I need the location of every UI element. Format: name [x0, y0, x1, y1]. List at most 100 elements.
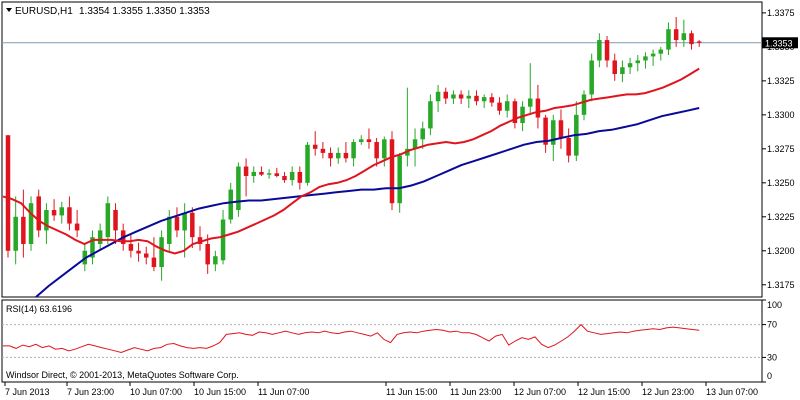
current-price-box — [762, 37, 798, 49]
candle-body — [673, 29, 679, 41]
ma-slow-line — [35, 107, 700, 298]
candle-body — [128, 243, 134, 251]
price-pane[interactable] — [1, 1, 763, 298]
candle-body — [205, 243, 210, 265]
candle-body — [90, 237, 95, 258]
time-axis: 7 Jun 2013 7 Jun 23:00 10 Jun 07:00 10 Jun … — [4, 382, 758, 397]
candle — [289, 166, 295, 186]
candle — [504, 94, 510, 118]
candle — [681, 19, 687, 47]
candle — [5, 135, 11, 258]
candle-body — [143, 253, 149, 258]
candle-body — [74, 223, 80, 231]
candle-body — [474, 95, 479, 102]
candle — [151, 237, 157, 272]
candle — [512, 98, 518, 129]
candle — [36, 189, 41, 238]
candle-body — [612, 60, 617, 75]
candle-body — [243, 166, 249, 177]
time-tick-label: 7 Jun 2013 — [5, 387, 50, 397]
ma-fast-line — [2, 67, 700, 255]
candle — [197, 226, 203, 251]
candle-body — [428, 101, 433, 129]
candle — [589, 53, 594, 102]
candle-body — [397, 155, 402, 204]
time-tick-label: 7 Jun 23:00 — [67, 387, 114, 397]
candle — [28, 196, 34, 251]
candle-body — [458, 94, 464, 99]
candle — [597, 33, 602, 68]
price-tick-label: 1.3300 — [767, 110, 795, 120]
candle-body — [320, 148, 326, 153]
candle-body — [620, 67, 625, 75]
candle — [328, 147, 333, 167]
dropdown-triangle-icon[interactable] — [6, 8, 12, 12]
candle-body — [681, 33, 687, 41]
candle-body — [167, 216, 172, 244]
candle — [282, 171, 287, 183]
candle — [650, 49, 656, 66]
candle — [612, 53, 617, 81]
candle-body — [312, 144, 318, 149]
candle — [389, 131, 395, 210]
candle-body — [297, 171, 303, 183]
candle-body — [105, 203, 111, 238]
candle — [420, 121, 425, 149]
candle-body — [466, 95, 472, 99]
candle — [481, 94, 487, 109]
candle-body — [351, 142, 356, 159]
candle — [535, 84, 541, 129]
candle — [558, 109, 564, 149]
candle-body — [259, 171, 264, 175]
candle-body — [28, 203, 34, 244]
rsi-tick-label: 70 — [767, 320, 777, 330]
candle-body — [282, 176, 287, 181]
candle-body — [689, 33, 694, 45]
candle — [205, 234, 210, 274]
rsi-line — [3, 323, 700, 354]
candle — [297, 166, 303, 190]
candle — [397, 152, 402, 213]
candle — [167, 209, 172, 251]
price-tick-label: 1.3200 — [767, 246, 795, 256]
candle — [412, 128, 418, 167]
candle-body — [335, 152, 341, 159]
copyright-text: Windsor Direct, © 2001-2013, MetaQuotes … — [6, 370, 239, 380]
candle-body — [220, 219, 226, 261]
candle-body — [136, 250, 141, 254]
candle-body — [266, 173, 272, 175]
candle-body — [236, 166, 241, 210]
candle-body — [520, 106, 525, 123]
rsi-pane[interactable] — [1, 299, 763, 383]
candle-body — [443, 91, 449, 99]
candle — [443, 87, 449, 104]
candle — [635, 55, 641, 72]
candle — [128, 234, 134, 258]
candle — [105, 196, 111, 244]
candle — [190, 207, 195, 249]
candle — [566, 128, 571, 163]
price-tick-label: 1.3225 — [767, 212, 795, 222]
candle-body — [604, 40, 610, 61]
time-tick-label: 11 Jun 23:00 — [450, 387, 501, 397]
candle — [13, 196, 18, 265]
price-axis: 1.33751.33501.33251.33001.32751.32501.32… — [762, 8, 795, 290]
candle-body — [151, 257, 157, 268]
candle-body — [650, 53, 656, 57]
candle-body — [551, 120, 556, 145]
time-tick-label: 12 Jun 15:00 — [578, 387, 630, 397]
candle-body — [635, 60, 641, 64]
candle — [236, 162, 241, 217]
candle — [243, 158, 249, 197]
candle-body — [658, 49, 664, 54]
candle — [320, 142, 326, 159]
candle — [136, 242, 141, 262]
candle-body — [36, 196, 41, 231]
candle — [97, 223, 103, 251]
candle-body — [382, 139, 387, 159]
candle-body — [67, 207, 72, 224]
candle-body — [420, 128, 425, 140]
candle-body — [581, 94, 587, 115]
candle — [466, 90, 472, 109]
candle-body — [305, 144, 310, 183]
